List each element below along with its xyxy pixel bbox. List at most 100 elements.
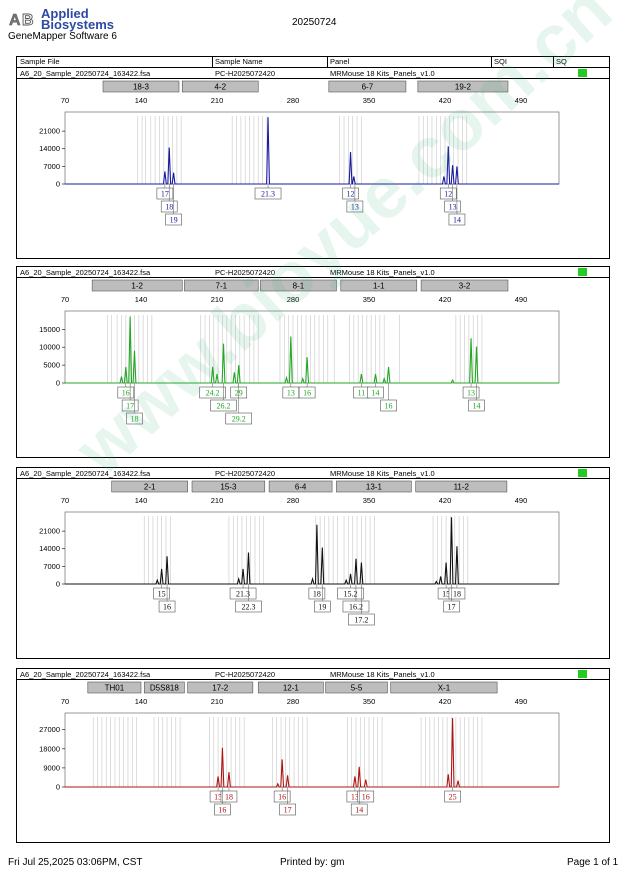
x-tick-label: 140 bbox=[135, 496, 148, 505]
marker-label: 4-2 bbox=[214, 83, 226, 92]
column-sq: SQ bbox=[556, 57, 567, 66]
marker-label: 7-1 bbox=[216, 282, 228, 291]
x-tick-label: 350 bbox=[363, 295, 376, 304]
column-sample-file: Sample File bbox=[20, 57, 60, 66]
marker-bar bbox=[111, 480, 188, 493]
sample-name: PC-H2025072420 bbox=[215, 268, 275, 277]
x-tick-label: 210 bbox=[211, 496, 224, 505]
x-tick-label: 70 bbox=[61, 96, 69, 105]
x-tick-label: 140 bbox=[135, 96, 148, 105]
allele-label: 12 bbox=[444, 190, 452, 199]
y-tick-label: 7000 bbox=[43, 162, 60, 171]
allele-box bbox=[229, 587, 257, 600]
marker-bar bbox=[260, 279, 337, 292]
x-tick-label: 280 bbox=[287, 496, 300, 505]
allele-box bbox=[199, 386, 226, 399]
allele-label: 14 bbox=[355, 806, 363, 815]
allele-box bbox=[346, 200, 364, 213]
x-tick-label: 490 bbox=[515, 96, 528, 105]
allele-label: 19 bbox=[170, 216, 178, 225]
allele-box bbox=[308, 587, 326, 600]
sq-status-indicator bbox=[578, 469, 587, 477]
marker-bar bbox=[268, 480, 333, 493]
allele-label: 13 bbox=[287, 389, 295, 398]
y-tick-label: 9000 bbox=[43, 763, 60, 772]
allele-box bbox=[210, 399, 237, 412]
y-tick-label: 0 bbox=[56, 580, 60, 589]
allele-label: 16 bbox=[163, 603, 171, 612]
marker-bar bbox=[184, 279, 259, 292]
x-tick-label: 420 bbox=[439, 697, 452, 706]
panel-name: MRMouse 18 Kits_Panels_v1.0 bbox=[330, 670, 435, 679]
svg-text:B: B bbox=[22, 12, 34, 29]
y-tick-label: 0 bbox=[56, 379, 60, 388]
marker-bar bbox=[102, 80, 180, 93]
allele-label: 16.2 bbox=[349, 603, 363, 612]
marker-label: 2-1 bbox=[144, 483, 156, 492]
sample-file-name: A6_20_Sample_20250724_163422.fsa bbox=[20, 670, 151, 679]
x-tick-label: 490 bbox=[515, 697, 528, 706]
y-tick-label: 14000 bbox=[39, 144, 60, 153]
allele-box bbox=[156, 187, 174, 200]
x-tick-label: 210 bbox=[211, 295, 224, 304]
allele-label: 18 bbox=[130, 415, 138, 424]
plot-frame bbox=[64, 111, 560, 185]
allele-label: 12 bbox=[347, 190, 355, 199]
signal-trace bbox=[65, 718, 559, 788]
allele-label: 15.2 bbox=[344, 590, 358, 599]
marker-bar bbox=[181, 80, 259, 93]
software-name: GeneMapper Software 6 bbox=[8, 31, 117, 42]
marker-label: X-1 bbox=[438, 684, 451, 693]
allele-box bbox=[279, 803, 296, 816]
x-tick-label: 490 bbox=[515, 295, 528, 304]
allele-label: 17 bbox=[448, 603, 456, 612]
allele-label: 14 bbox=[372, 389, 380, 398]
allele-label: 13 bbox=[449, 203, 457, 212]
marker-label: 17-2 bbox=[212, 684, 229, 693]
marker-label: 19-2 bbox=[455, 83, 472, 92]
allele-label: 21.3 bbox=[261, 190, 275, 199]
allele-box bbox=[348, 613, 375, 626]
allele-box bbox=[443, 600, 460, 613]
marker-label: D5S818 bbox=[150, 684, 179, 693]
y-tick-label: 0 bbox=[56, 783, 60, 792]
footer-date: Fri Jul 25,2025 03:06PM, CST bbox=[8, 857, 143, 868]
electropherogram-plot: A6_20_Sample_20250724_163422.fsa PC-H2025… bbox=[17, 469, 609, 626]
allele-box bbox=[298, 386, 316, 399]
x-tick-label: 280 bbox=[287, 96, 300, 105]
allele-label: 16 bbox=[303, 389, 311, 398]
marker-label: 6-4 bbox=[295, 483, 307, 492]
y-tick-label: 10000 bbox=[39, 343, 60, 352]
y-tick-label: 27000 bbox=[39, 725, 60, 734]
allele-box bbox=[337, 587, 364, 600]
allele-label: 24.2 bbox=[206, 389, 220, 398]
footer-printed-by: Printed by: gm bbox=[280, 857, 345, 868]
sample-name: PC-H2025072420 bbox=[215, 670, 275, 679]
x-tick-label: 210 bbox=[211, 96, 224, 105]
x-tick-label: 280 bbox=[287, 295, 300, 304]
y-tick-label: 18000 bbox=[39, 744, 60, 753]
marker-bar bbox=[191, 480, 266, 493]
allele-box bbox=[117, 386, 135, 399]
y-tick-label: 14000 bbox=[39, 544, 60, 553]
allele-label: 15 bbox=[158, 590, 166, 599]
plot-frame bbox=[64, 511, 560, 585]
allele-label: 17 bbox=[284, 806, 292, 815]
electropherogram-panel-green: A6_20_Sample_20250724_163422.fsa PC-H2025… bbox=[16, 266, 610, 458]
allele-box bbox=[462, 386, 480, 399]
allele-label: 17 bbox=[126, 402, 134, 411]
x-tick-label: 280 bbox=[287, 697, 300, 706]
column-sqi: SQI bbox=[494, 57, 507, 66]
marker-label: 11-2 bbox=[454, 483, 470, 492]
sq-status-indicator bbox=[578, 69, 587, 77]
plot-frame bbox=[64, 712, 560, 788]
x-tick-label: 210 bbox=[211, 697, 224, 706]
sample-file-name: A6_20_Sample_20250724_163422.fsa bbox=[20, 69, 151, 78]
allele-box bbox=[126, 412, 143, 425]
allele-box bbox=[254, 187, 282, 200]
marker-bar bbox=[340, 279, 418, 292]
allele-label: 14 bbox=[472, 402, 480, 411]
x-tick-label: 140 bbox=[135, 697, 148, 706]
allele-box bbox=[367, 386, 384, 399]
allele-label: 13 bbox=[351, 793, 359, 802]
